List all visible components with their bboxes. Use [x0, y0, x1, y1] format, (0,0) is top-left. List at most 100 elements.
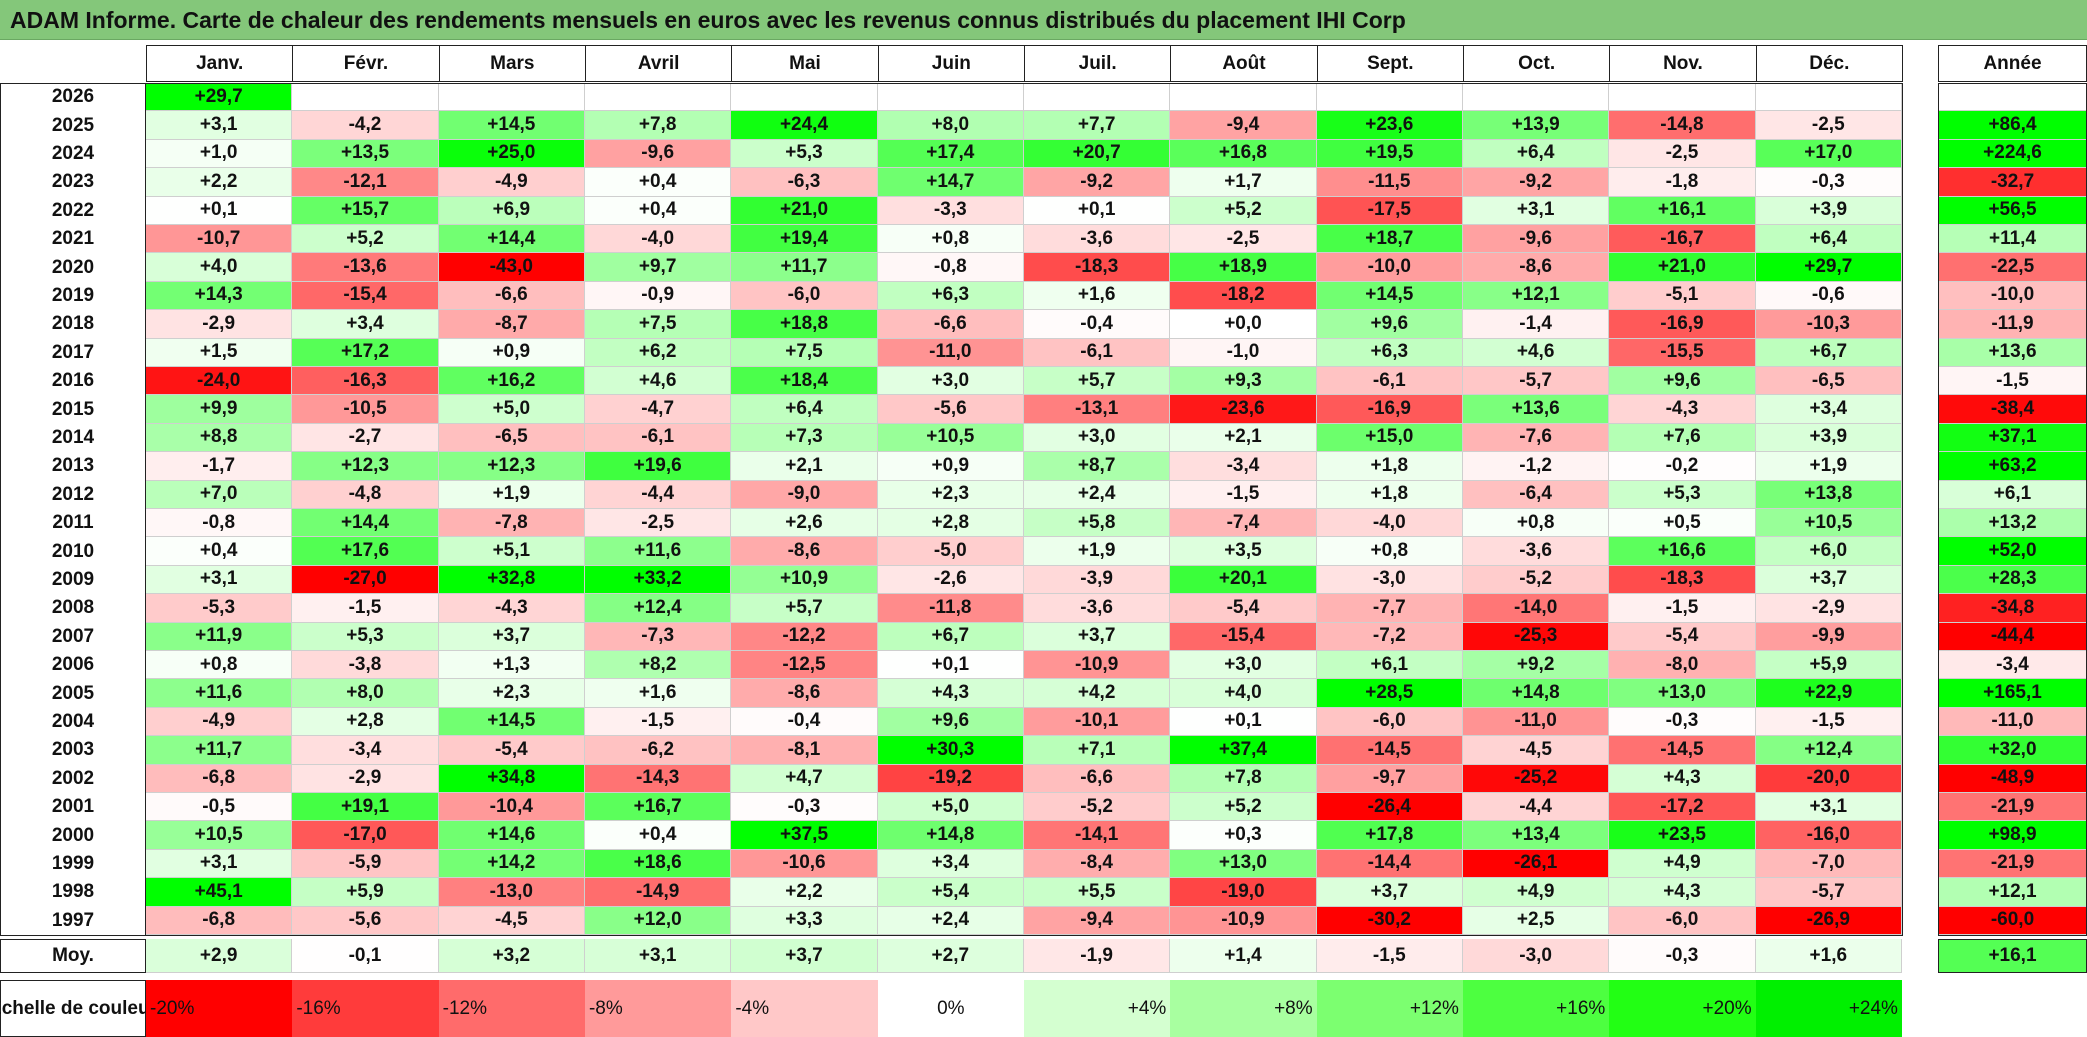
heatmap-cell: +5,0: [438, 395, 585, 424]
heatmap-cell: -10,5: [292, 395, 439, 424]
heatmap-cell: [1316, 83, 1463, 112]
heatmap-cell: -6,5: [1755, 367, 1902, 396]
heatmap-cell: -0,6: [1755, 281, 1902, 311]
heatmap-cell: -6,8: [146, 764, 293, 793]
heatmap-cell: +16,6: [1609, 537, 1756, 566]
heatmap-cell: [292, 83, 439, 112]
color-scale-step: +8%: [1170, 980, 1317, 1037]
heatmap-cell: -9,9: [1755, 622, 1902, 651]
heatmap-cell: -26,1: [1462, 849, 1610, 879]
heatmap-cell: +5,3: [1609, 480, 1756, 509]
heatmap-cell: -9,6: [584, 139, 732, 169]
heatmap-cell: -1,5: [584, 707, 732, 737]
annual-cell: -38,4: [1938, 395, 2087, 424]
heatmap-cell: +16,2: [438, 367, 585, 396]
annual-cell: +13,6: [1938, 338, 2087, 367]
heatmap-cell: +4,3: [1609, 764, 1756, 793]
heatmap-cell: +14,8: [1462, 679, 1610, 708]
color-scale-step: -12%: [438, 980, 585, 1037]
row-year-label: 2003: [0, 736, 146, 765]
heatmap-cell: -26,9: [1755, 906, 1902, 935]
heatmap-cell: -14,0: [1462, 594, 1610, 623]
heatmap-cell: +6,7: [877, 622, 1024, 651]
heatmap-cell: +2,3: [438, 679, 585, 708]
heatmap-cell: -6,8: [146, 906, 293, 935]
color-scale-step: 0%: [877, 980, 1024, 1037]
heatmap-cell: +21,0: [731, 196, 878, 225]
annual-cell: -22,5: [1938, 253, 2087, 282]
heatmap-cell: -4,9: [146, 707, 293, 737]
heatmap-cell: -9,2: [1023, 168, 1171, 197]
heatmap-cell: -6,0: [731, 281, 878, 311]
heatmap-cell: +10,5: [1755, 509, 1902, 538]
row-year-label: 2015: [0, 395, 146, 424]
heatmap-cell: +3,9: [1755, 196, 1902, 225]
heatmap-cell: -3,6: [1023, 225, 1171, 254]
heatmap-cell: +11,9: [146, 622, 293, 651]
title-bar: ADAM Informe. Carte de chaleur des rende…: [0, 0, 2087, 40]
heatmap-cell: +0,0: [1170, 310, 1317, 339]
heatmap-cell: +0,9: [438, 338, 585, 367]
average-cell: +2,9: [146, 939, 293, 973]
annual-cell: +98,9: [1938, 821, 2087, 850]
heatmap-cell: +2,4: [1023, 480, 1171, 509]
row-year-label: 2005: [0, 679, 146, 708]
heatmap-cell: -5,4: [1609, 622, 1756, 651]
heatmap-cell: +6,7: [1755, 338, 1902, 367]
heatmap-cell: -7,6: [1462, 423, 1610, 453]
heatmap-cell: +3,1: [1755, 793, 1902, 822]
row-year-label: 2013: [0, 452, 146, 481]
heatmap-cell: +3,3: [731, 906, 878, 935]
color-scale-step: -8%: [584, 980, 732, 1037]
heatmap-cell: +9,6: [1609, 367, 1756, 396]
row-year-label: 2011: [0, 509, 146, 538]
heatmap-cell: +14,5: [1316, 281, 1463, 311]
heatmap-cell: +14,4: [292, 509, 439, 538]
color-scale-step: +20%: [1609, 980, 1756, 1037]
heatmap-cell: +8,0: [877, 111, 1024, 140]
row-year-label: 2023: [0, 168, 146, 197]
heatmap-cell: +9,3: [1170, 367, 1317, 396]
heatmap-cell: +3,5: [1170, 537, 1317, 566]
heatmap-cell: +10,5: [877, 423, 1024, 453]
annual-cell: +12,1: [1938, 878, 2087, 907]
annual-cell: +56,5: [1938, 196, 2087, 225]
heatmap-cell: -10,7: [146, 225, 293, 254]
heatmap-cell: -1,0: [1170, 338, 1317, 367]
heatmap-cell: -5,0: [877, 537, 1024, 566]
heatmap-cell: +6,0: [1755, 537, 1902, 566]
heatmap-cell: -7,7: [1316, 594, 1463, 623]
heatmap-cell: +7,8: [1170, 764, 1317, 793]
heatmap-cell: -25,2: [1462, 764, 1610, 793]
heatmap-cell: [1755, 83, 1902, 112]
heatmap-cell: +0,1: [146, 196, 293, 225]
heatmap-cell: +3,1: [146, 565, 293, 595]
heatmap-cell: +12,1: [1462, 281, 1610, 311]
heatmap-cell: -24,0: [146, 367, 293, 396]
heatmap-cell: -4,9: [438, 168, 585, 197]
heatmap-cell: -14,5: [1609, 736, 1756, 765]
row-year-label: 2007: [0, 622, 146, 651]
heatmap-cell: -3,9: [1023, 565, 1171, 595]
heatmap-cell: -6,6: [1023, 764, 1171, 793]
heatmap-cell: -9,7: [1316, 764, 1463, 793]
average-cell: -3,0: [1462, 939, 1610, 973]
row-year-label: 2006: [0, 651, 146, 680]
heatmap-cell: -9,4: [1023, 906, 1171, 935]
heatmap-cell: +14,4: [438, 225, 585, 254]
heatmap-cell: -4,5: [438, 906, 585, 935]
row-year-label: 2022: [0, 196, 146, 225]
annual-cell: -21,9: [1938, 849, 2087, 879]
row-year-label: 2004: [0, 707, 146, 737]
heatmap-cell: -5,1: [1609, 281, 1756, 311]
heatmap-cell: +14,5: [438, 111, 585, 140]
heatmap-cell: -12,5: [731, 651, 878, 680]
heatmap-cell: -5,6: [877, 395, 1024, 424]
heatmap-cell: -0,9: [584, 281, 732, 311]
month-header: Déc.: [1755, 45, 1903, 82]
heatmap-cell: -6,0: [1609, 906, 1756, 935]
heatmap-cell: +3,1: [146, 111, 293, 140]
heatmap-cell: [877, 83, 1024, 112]
heatmap-cell: -4,3: [1609, 395, 1756, 424]
heatmap-cell: +3,4: [292, 310, 439, 339]
